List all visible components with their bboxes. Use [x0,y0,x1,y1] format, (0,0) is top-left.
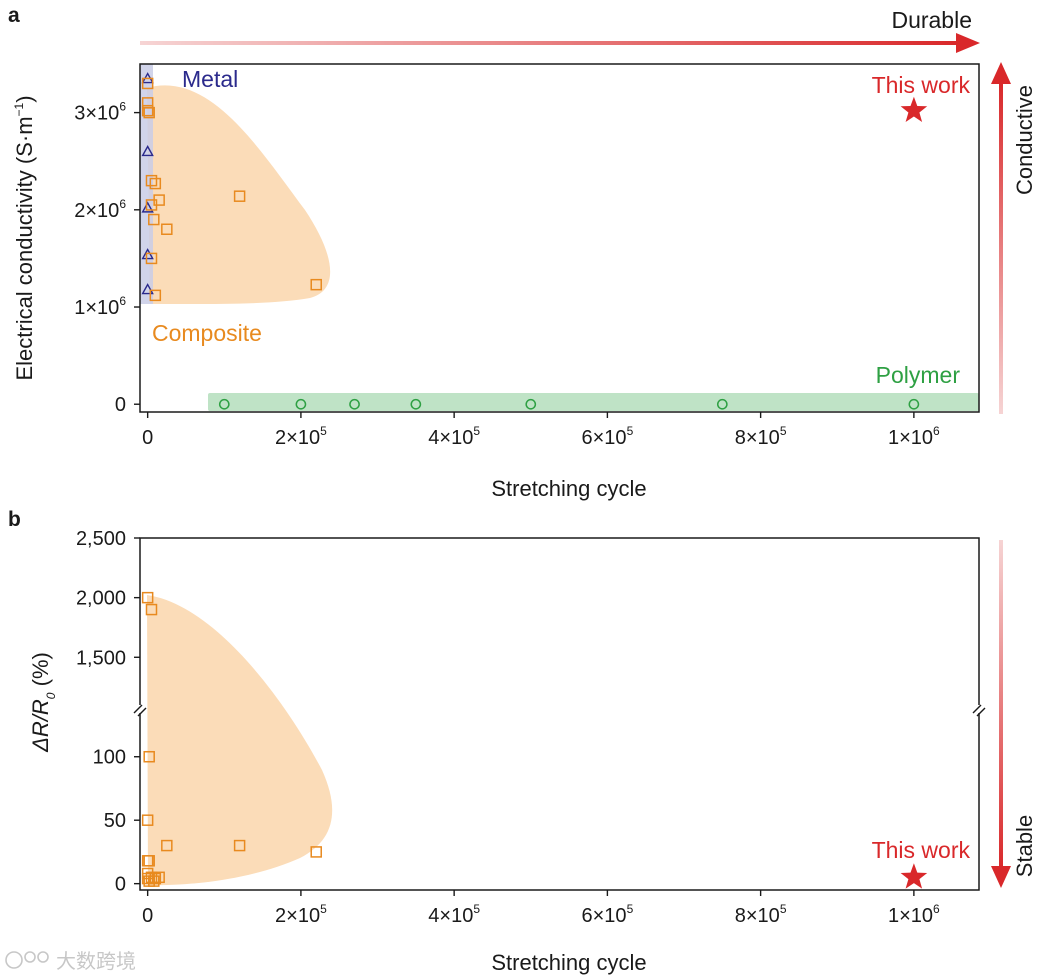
panel-a-x-axis: 0 2×105 4×105 6×105 8×105 1×106 [142,412,940,449]
panel-a-regions [140,64,979,411]
stable-label: Stable [1012,815,1037,877]
y-tick-label: 0 [115,394,126,416]
x-tick-label: 8×105 [735,424,787,449]
x-tick-label: 0 [142,905,153,927]
x-tick-label: 6×105 [582,902,634,927]
polymer-point [525,398,537,410]
this-work-label-b: This work [872,837,971,863]
y-tick-label: 2×106 [74,197,126,222]
composite-point [161,839,173,852]
y-tick-label: 1×106 [74,294,126,319]
composite-point [161,223,173,236]
panel-b-regions [147,595,333,886]
composite-point [141,591,154,604]
composite-point [233,190,246,202]
durable-arrow: Durable [140,7,980,53]
axis-break-left [133,704,147,717]
composite-point [145,199,158,211]
panel-a-frame [139,63,980,413]
panel-b-y-title: ΔR/R0 (%) [28,652,58,753]
y-tick-label: 2,500 [76,528,126,550]
panel-a-points [141,72,928,410]
composite-point [145,174,158,187]
composite-point [145,871,158,884]
panel-a-x-title: Stretching cycle [491,476,646,501]
y-tick-label: 100 [93,747,126,769]
y-tick-label: 1,500 [76,647,126,669]
polymer-point [349,398,360,410]
x-tick-label: 8×105 [735,902,787,927]
panel-b-points [141,591,928,889]
metal-label: Metal [182,66,238,92]
composite-label: Composite [152,320,262,346]
axis-break-right [972,704,986,717]
composite-point [310,278,322,291]
this-work-point [900,863,928,889]
y-tick-label: 50 [104,810,126,832]
metal-point [141,283,154,295]
composite-region [147,85,331,305]
metal-point [141,201,154,213]
polymer-region [208,393,979,411]
composite-point [143,855,155,867]
composite-point [149,289,162,302]
x-tick-label: 2×105 [275,902,327,927]
composite-point [148,213,160,226]
composite-point [141,77,154,90]
panel-a-y-title: Electrical conductivity (S·m−1) [12,95,37,380]
watermark-logo-icon [5,951,49,969]
composite-region-b [147,595,333,886]
polymer-point [716,398,728,410]
conductive-arrow: Conductive [991,62,1037,414]
panel-b-x-axis: 0 2×105 4×105 6×105 8×105 1×106 [142,890,940,927]
polymer-point [218,398,230,410]
metal-point [141,145,154,157]
x-tick-label: 2×105 [275,424,327,449]
panel-a: a 0 2×105 4×105 6×105 8×105 1×106 0 1×106 2×106… [8,4,980,501]
composite-point [141,104,154,117]
panel-b-x-title: Stretching cycle [491,950,646,975]
this-work-point [900,96,928,122]
composite-point [143,750,155,763]
composite-point [310,846,322,858]
composite-point [145,252,158,265]
composite-point [143,106,155,119]
y-tick-label: 0 [115,874,126,896]
composite-point [153,871,165,884]
x-tick-label: 4×105 [428,902,480,927]
panel-a-y-axis: 0 1×106 2×106 3×106 [74,100,140,416]
x-tick-label: 6×105 [582,424,634,449]
this-work-label-a: This work [872,72,971,98]
x-tick-label: 1×106 [888,424,940,449]
composite-point [149,872,162,885]
polymer-point [908,398,920,410]
y-tick-label: 3×106 [74,100,126,125]
panel-a-letter: a [8,4,20,27]
panel-b: b 0 2×105 4×105 6×105 8×105 1×106 1,500 2,000 2… [8,508,986,975]
polymer-label: Polymer [876,362,961,388]
y-tick-label: 2,000 [76,588,126,610]
composite-point [141,872,154,885]
stable-arrow: Stable [991,540,1037,888]
polymer-point [295,398,307,410]
x-tick-label: 4×105 [428,424,480,449]
durable-label: Durable [891,7,972,33]
composite-point [233,839,246,852]
composite-point [149,177,162,190]
watermark-text: 大数跨境 [56,949,136,973]
panel-b-letter: b [8,508,21,531]
panel-b-y-axis: 1,500 2,000 2,500 0 50 100 [76,528,140,896]
composite-point [141,814,154,826]
composite-point [145,603,158,616]
conductive-label: Conductive [1012,85,1037,195]
x-tick-label: 1×106 [888,902,940,927]
polymer-point [410,398,422,410]
watermark: 大数跨境 [5,949,136,973]
x-tick-label: 0 [142,427,153,449]
